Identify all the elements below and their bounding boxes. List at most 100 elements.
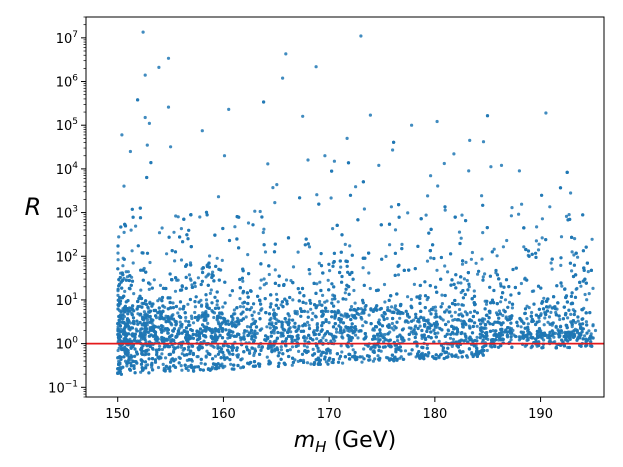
scatter-point: [141, 317, 145, 321]
scatter-point: [519, 325, 523, 329]
scatter-point: [279, 345, 283, 349]
scatter-point: [151, 302, 155, 306]
scatter-point: [335, 330, 339, 334]
scatter-point: [434, 357, 438, 361]
scatter-point: [432, 256, 436, 261]
scatter-point: [235, 348, 239, 352]
scatter-point: [331, 264, 335, 268]
scatter-point: [434, 312, 438, 316]
scatter-point: [435, 268, 439, 272]
scatter-point: [213, 306, 218, 310]
scatter-point: [482, 348, 486, 353]
scatter-point: [186, 237, 190, 241]
scatter-point: [321, 271, 325, 275]
scatter-point: [581, 249, 586, 253]
scatter-point: [343, 242, 347, 246]
scatter-point: [123, 224, 128, 228]
scatter-point: [469, 257, 473, 261]
scatter-point: [324, 309, 328, 313]
scatter-point: [203, 362, 207, 366]
scatter-point: [242, 305, 246, 309]
scatter-point: [293, 338, 297, 342]
scatter-point: [384, 338, 388, 342]
scatter-point: [148, 260, 152, 265]
scatter-point: [540, 193, 544, 197]
scatter-point: [384, 254, 388, 258]
scatter-point: [194, 333, 198, 337]
scatter-point: [252, 302, 256, 306]
scatter-point: [145, 348, 149, 353]
scatter-point: [559, 235, 564, 239]
scatter-point: [301, 300, 305, 304]
scatter-point: [287, 327, 291, 331]
scatter-point: [350, 270, 354, 275]
scatter-point: [129, 361, 133, 365]
scatter-point: [307, 268, 311, 272]
scatter-point: [494, 329, 498, 333]
scatter-point: [215, 316, 220, 320]
scatter-point: [229, 345, 233, 349]
scatter-point: [471, 339, 475, 343]
scatter-point: [510, 302, 515, 306]
scatter-point: [308, 272, 312, 276]
scatter-point: [591, 286, 595, 290]
scatter-point: [589, 268, 594, 272]
scatter-point: [361, 266, 365, 270]
scatter-point: [186, 302, 190, 306]
scatter-point: [224, 322, 228, 326]
scatter-point: [534, 322, 538, 327]
scatter-point: [173, 289, 178, 293]
scatter-point: [156, 325, 161, 329]
scatter-point: [315, 322, 319, 326]
scatter-point: [361, 324, 365, 328]
scatter-point: [129, 283, 133, 287]
scatter-point: [580, 330, 584, 334]
scatter-point: [559, 263, 563, 267]
scatter-point: [202, 339, 206, 343]
scatter-point: [184, 315, 188, 320]
scatter-point: [456, 355, 460, 359]
scatter-point: [170, 314, 174, 318]
scatter-point: [487, 316, 491, 320]
scatter-point: [366, 344, 370, 348]
scatter-point: [129, 228, 133, 232]
scatter-point: [203, 328, 208, 332]
scatter-point: [198, 215, 202, 219]
scatter-point: [260, 215, 264, 219]
scatter-point: [196, 318, 200, 322]
scatter-point: [202, 334, 206, 338]
scatter-point: [173, 250, 178, 254]
scatter-point: [351, 348, 355, 352]
scatter-point: [532, 302, 536, 306]
scatter-point: [138, 206, 142, 210]
scatter-point: [531, 336, 535, 340]
scatter-point: [393, 251, 397, 255]
scatter-point: [556, 301, 560, 305]
scatter-point: [453, 303, 457, 307]
scatter-point: [204, 293, 208, 297]
scatter-point: [245, 325, 250, 329]
scatter-point: [157, 306, 161, 310]
scatter-point: [316, 349, 320, 353]
scatter-point: [458, 307, 462, 312]
scatter-point: [178, 300, 183, 304]
scatter-point: [572, 329, 576, 333]
scatter-point: [339, 265, 343, 269]
scatter-point: [510, 306, 514, 310]
scatter-point: [173, 259, 177, 263]
scatter-point: [319, 264, 324, 268]
scatter-point: [218, 363, 223, 367]
scatter-point: [174, 335, 178, 339]
scatter-point: [373, 337, 377, 341]
scatter-point: [453, 298, 457, 303]
scatter-point: [383, 332, 387, 337]
scatter-point: [307, 323, 311, 327]
scatter-point: [210, 301, 214, 305]
scatter-point: [355, 312, 359, 316]
scatter-point: [229, 362, 233, 366]
scatter-point: [534, 239, 539, 243]
scatter-point: [145, 175, 149, 180]
scatter-point: [495, 273, 500, 277]
scatter-point: [207, 261, 211, 265]
